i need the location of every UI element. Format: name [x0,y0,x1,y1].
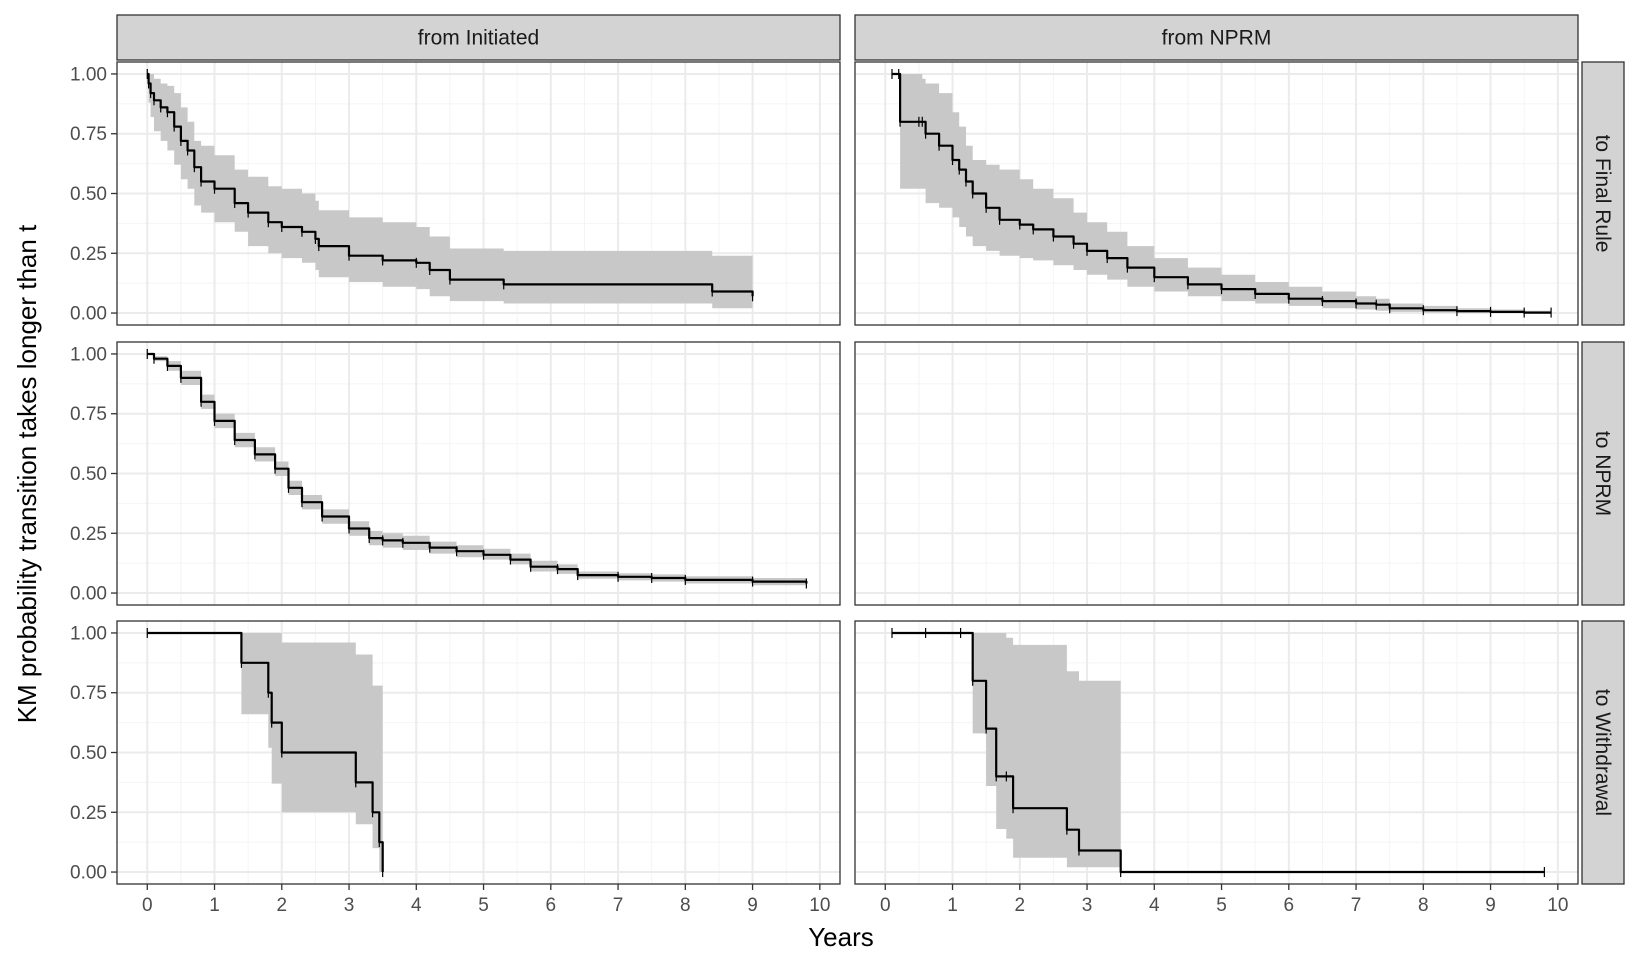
y-tick-label: 0.50 [70,184,107,205]
x-tick-label: 0 [142,895,153,916]
y-tick-label: 0.25 [70,524,107,545]
censor-marks [146,68,754,302]
strip-label: to NPRM [1591,431,1614,516]
strip-from-initiated: from Initiated [116,14,841,61]
y-tick-label: 0.25 [70,803,107,824]
strip-to-withdrawal: to Withdrawal [1581,620,1625,885]
strip-label: from NPRM [1162,27,1272,50]
x-tick-label: 7 [613,895,624,916]
x-tick-label: 9 [1485,895,1496,916]
axes-layer: 0.00 0.25 0.50 0.75 1.00 0.00 0.25 0.50 0.75 1.00… [70,64,1568,916]
y-tick-label: 0.00 [70,863,107,884]
y-tick-label: 0.00 [70,584,107,605]
strip-background [1581,341,1625,606]
panel-border [854,61,1579,326]
strip-background [1581,61,1625,326]
panel-from-nprm-to-withdrawal [854,620,1579,885]
x-tick-label: 3 [344,895,355,916]
panel-border [854,620,1579,885]
x-tick-label: 8 [1418,895,1429,916]
censor-marks [891,68,1552,318]
y-tick-label: 0.75 [70,683,107,704]
confidence-ribbon [892,633,1545,872]
strips-layer: from Initiated from NPRM to Final Rule to N… [116,14,1625,885]
x-tick-label: 1 [209,895,220,916]
y-tick-label: 1.00 [70,623,107,644]
y-tick-label: 0.50 [70,464,107,485]
x-axis-title: Years [808,922,874,952]
panels-layer [116,61,1579,885]
x-tick-label: 7 [1351,895,1362,916]
panel-border [854,341,1579,606]
confidence-ribbon [147,74,753,311]
x-tick-label: 3 [1082,895,1093,916]
x-tick-label: 2 [1014,895,1025,916]
y-tick-label: 0.25 [70,244,107,265]
strip-label: to Final Rule [1591,135,1614,253]
x-tick-label: 5 [1216,895,1227,916]
panel-from-initiated-to-withdrawal [116,620,841,885]
y-tick-label: 1.00 [70,344,107,365]
x-tick-label: 4 [1149,895,1160,916]
x-tick-label: 6 [546,895,557,916]
y-tick-label: 0.50 [70,743,107,764]
strip-label: from Initiated [418,27,539,50]
panel-from-initiated-to-final-rule [116,61,841,326]
x-tick-label: 10 [809,895,830,916]
x-tick-label: 2 [276,895,287,916]
y-tick-label: 0.00 [70,304,107,325]
x-tick-label: 10 [1547,895,1568,916]
strip-background [116,14,841,61]
strip-background [1581,620,1625,885]
x-tick-label: 8 [680,895,691,916]
panel-from-nprm-to-final-rule [854,61,1579,326]
confidence-ribbon [147,633,383,872]
strip-label: to Withdrawal [1591,689,1614,816]
panel-from-nprm-to-nprm [854,341,1579,606]
strip-from-nprm: from NPRM [854,14,1579,61]
x-tick-label: 6 [1284,895,1295,916]
x-tick-label: 0 [880,895,891,916]
panel-from-initiated-to-nprm [116,341,841,606]
strip-to-nprm: to NPRM [1581,341,1625,606]
y-tick-label: 0.75 [70,404,107,425]
strip-to-final-rule: to Final Rule [1581,61,1625,326]
censor-marks [146,627,384,878]
strip-background [854,14,1579,61]
y-tick-label: 0.75 [70,124,107,145]
censor-marks [891,627,1545,878]
confidence-ribbon [892,74,1552,313]
confidence-ribbon [147,354,807,588]
x-tick-label: 9 [747,895,758,916]
y-axis-title: KM probability transition takes longer t… [12,224,42,723]
x-tick-label: 5 [478,895,489,916]
y-tick-label: 1.00 [70,64,107,85]
x-tick-label: 1 [947,895,958,916]
x-tick-label: 4 [411,895,422,916]
censor-marks [146,348,807,589]
